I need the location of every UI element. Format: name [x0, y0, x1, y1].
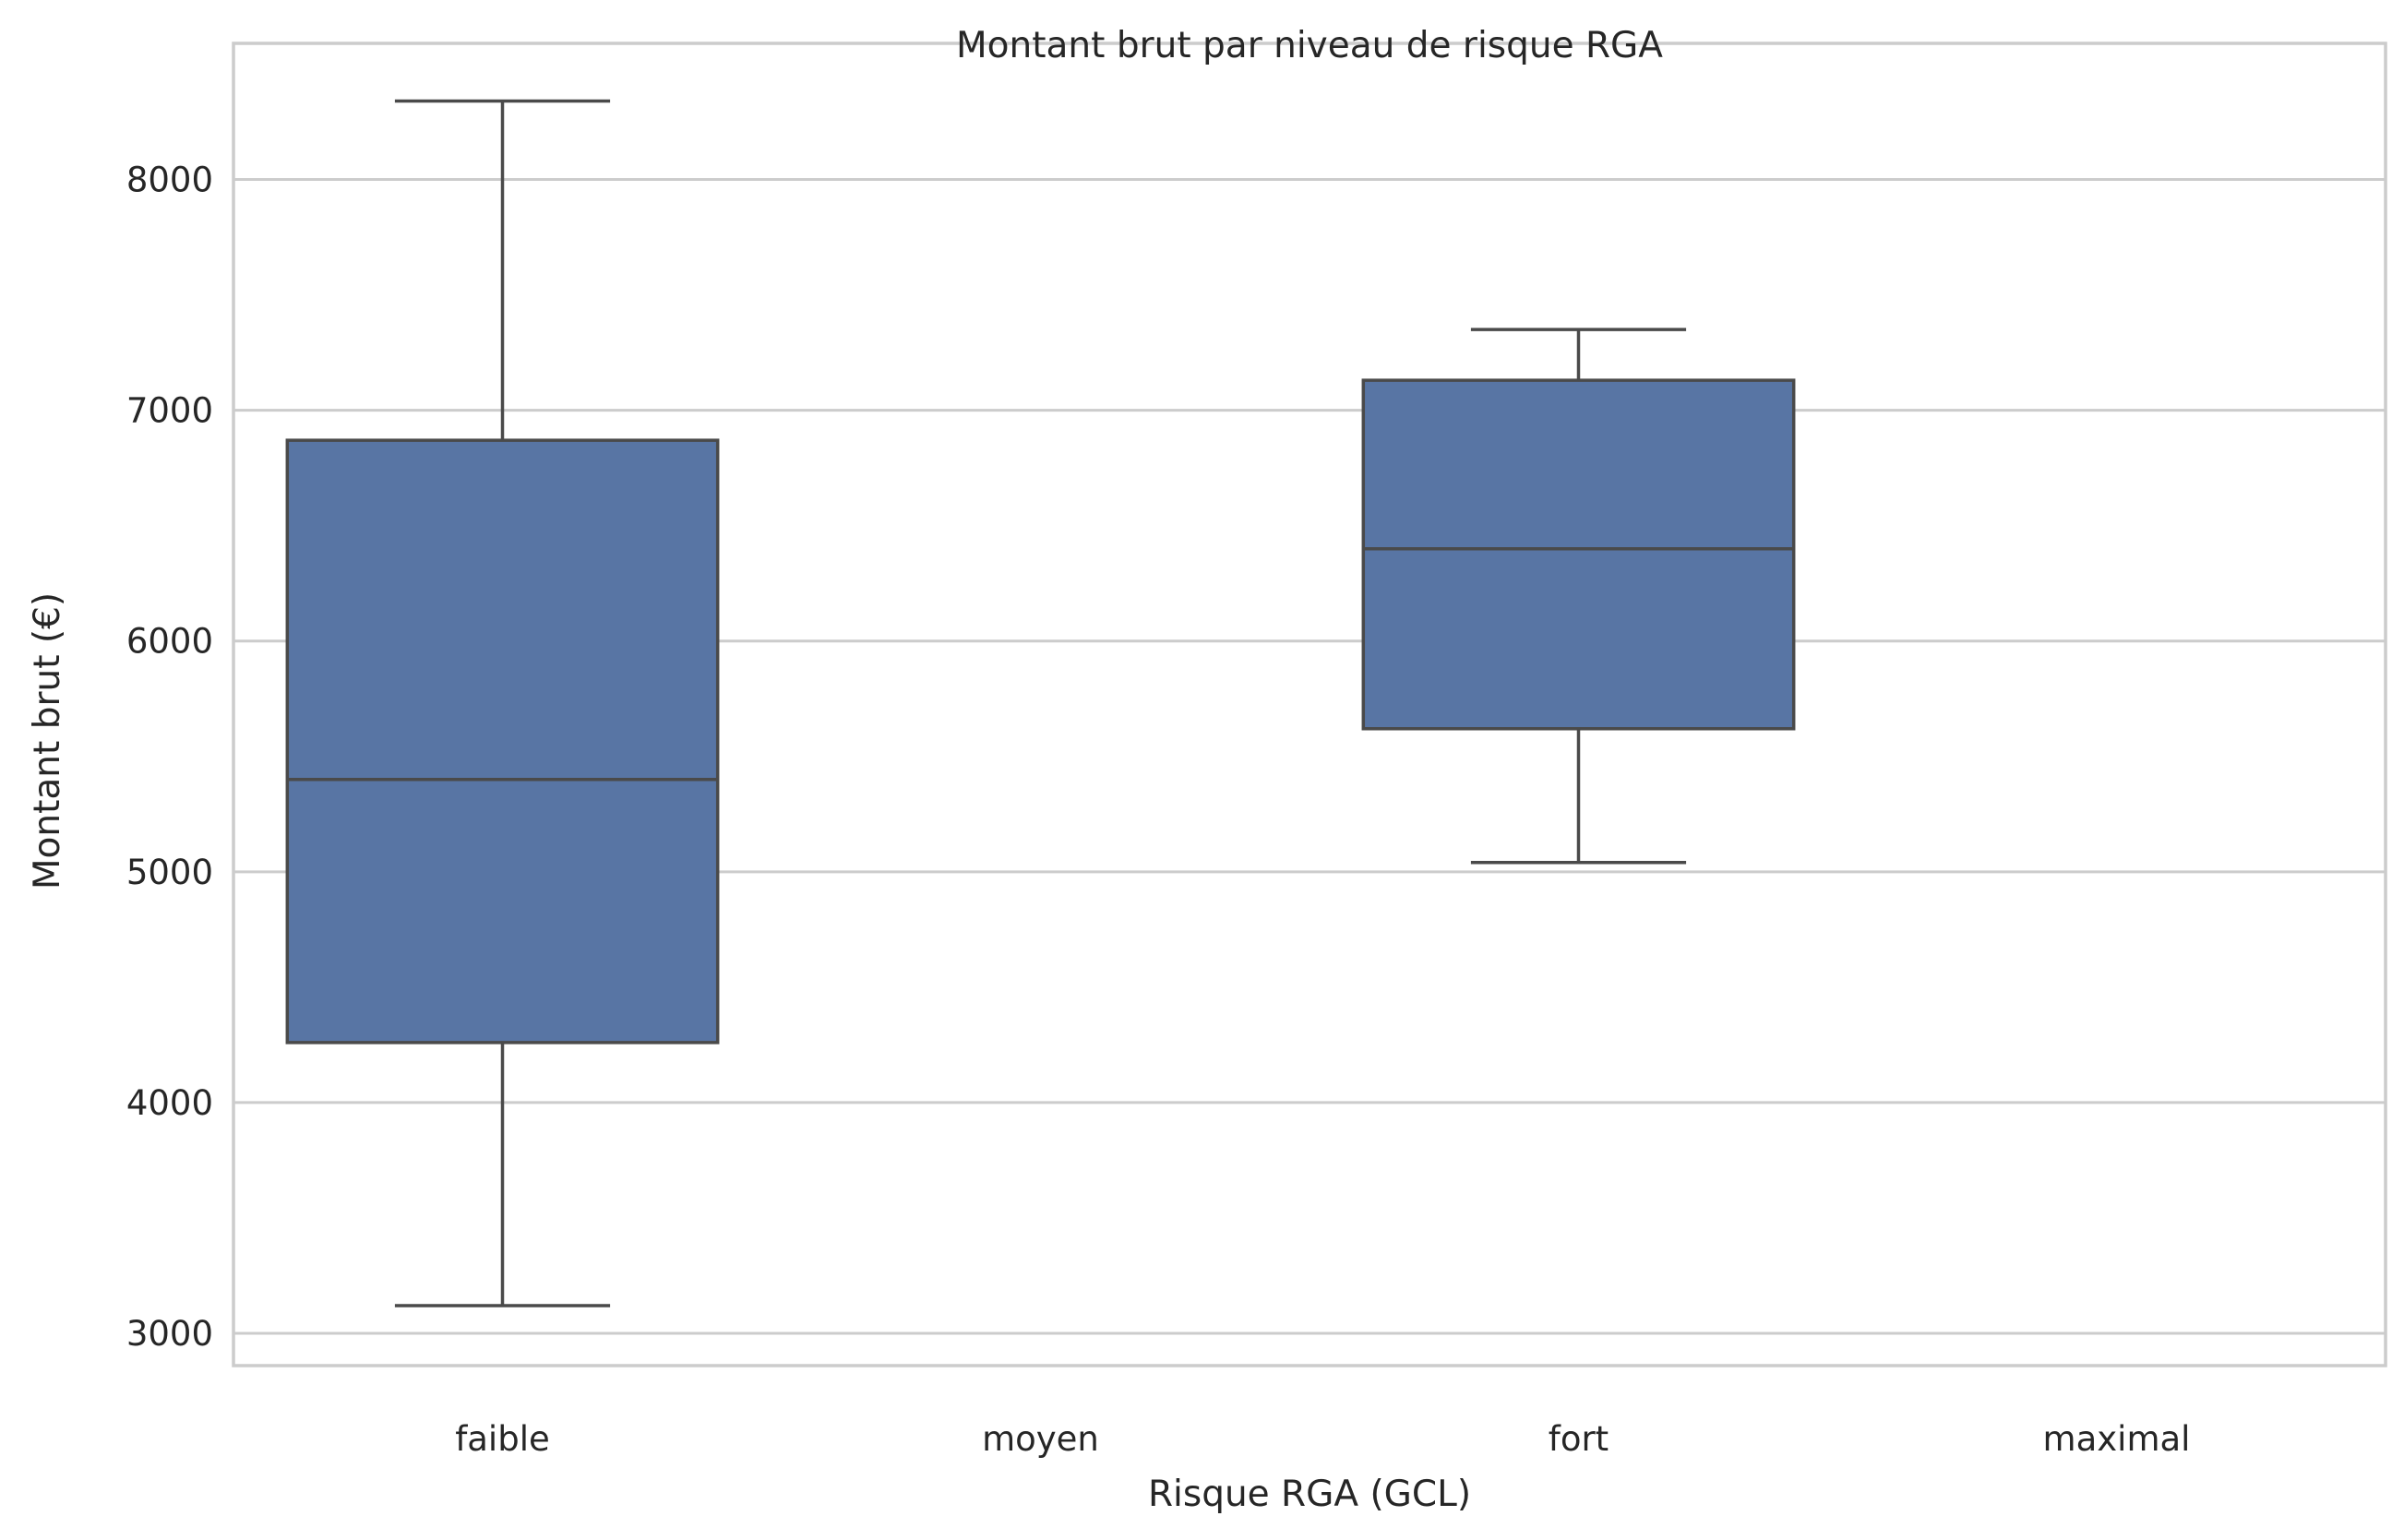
y-tick-labels: 3000 4000 5000 6000 7000 8000: [126, 161, 213, 1354]
x-axis-label: Risque RGA (GCL): [1148, 1474, 1471, 1515]
y-tick-label: 6000: [126, 622, 213, 662]
y-axis-label: Montant brut (€): [27, 592, 68, 889]
boxes: [285, 99, 1796, 1307]
y-tick-label: 7000: [126, 391, 213, 431]
plot-frame: [232, 42, 2387, 1367]
y-tick-label: 3000: [126, 1314, 213, 1354]
x-tick-label: fort: [1549, 1419, 1609, 1459]
y-tick-label: 5000: [126, 853, 213, 892]
x-tick-label: moyen: [982, 1419, 1099, 1459]
x-tick-labels: faible moyen fort maximal: [455, 1419, 2190, 1459]
y-tick-label: 8000: [126, 161, 213, 200]
box-fort: [1361, 328, 1796, 865]
chart-title: Montant brut par niveau de risque RGA: [956, 25, 1663, 66]
x-tick-label: faible: [455, 1419, 550, 1459]
x-tick-label: maximal: [2043, 1419, 2191, 1459]
box-faible: [285, 99, 720, 1307]
box-iqr: [285, 438, 720, 1045]
box-iqr: [1361, 378, 1796, 731]
y-tick-label: 4000: [126, 1083, 213, 1123]
